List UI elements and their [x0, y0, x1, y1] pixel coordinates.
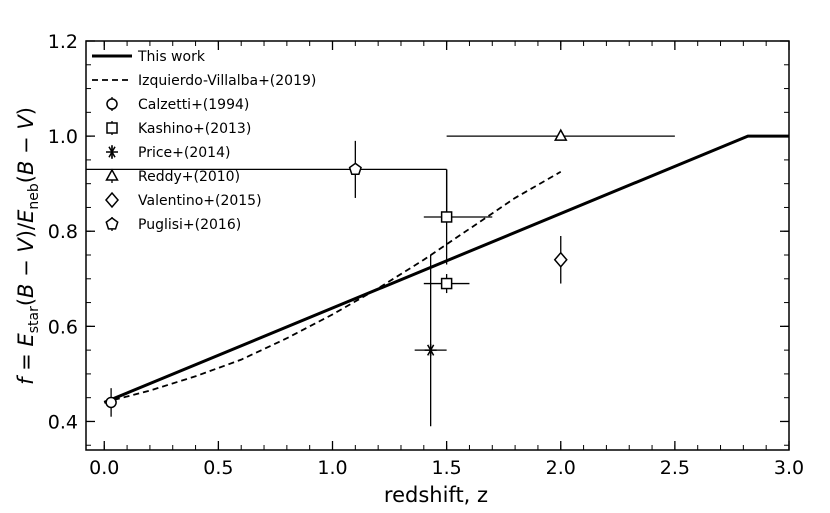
y-tick-label: 0.8 [48, 221, 78, 243]
y-axis-label: f = Estar(B − V)/Eneb(B − V) [14, 107, 42, 385]
legend-swatch-pentagon-shape [105, 217, 119, 230]
x-tick-label: 3.0 [774, 457, 804, 479]
data-point-valentino-2015-5 [553, 251, 568, 268]
legend-swatch-circle [106, 98, 118, 110]
data-point-valentino-2015-5-shape [553, 251, 568, 268]
legend-label: Puglisi+(2016) [138, 217, 241, 233]
legend-entry-price-2014: Price+(2014) [106, 145, 230, 161]
legend-swatch-square-shape [106, 122, 118, 134]
data-point-reddy-2010-4-shape [553, 128, 568, 141]
x-tick-label: 1.5 [432, 457, 462, 479]
legend-swatch-triangle [105, 168, 119, 181]
axes: 0.0 0.5 1.0 1.5 2.0 2.5 3.0 0.4 0.6 0.8 1.0 1.2 [48, 31, 804, 479]
data-point-kashino-2013-1-shape [440, 211, 453, 223]
legend-label: Price+(2014) [138, 145, 230, 161]
x-tick-label: 0.0 [89, 457, 119, 479]
y-tick-label: 0.4 [48, 411, 78, 433]
x-tick-label: 2.5 [660, 457, 690, 479]
legend-entry-calzetti-1994: Calzetti+(1994) [106, 97, 249, 113]
plot-frame [85, 40, 790, 451]
data-point-price-2014-3 [424, 344, 437, 357]
data-point-kashino-2013-2-shape [440, 277, 453, 290]
data-point-calzetti-1994-0 [105, 396, 117, 409]
legend-swatch-triangle-shape [105, 168, 119, 181]
data-point-reddy-2010-4 [553, 128, 568, 141]
x-tick-label: 1.0 [317, 457, 347, 479]
data-point-kashino-2013-1 [440, 211, 453, 223]
legend-swatch-diamond [105, 191, 119, 209]
x-axis-label: redshift, z [384, 483, 488, 507]
data-point-kashino-2013-2 [440, 277, 453, 290]
legend-label: Izquierdo-Villalba+(2019) [138, 73, 316, 89]
legend-swatch-square [106, 122, 118, 134]
data-point-puglisi-2016-6 [348, 162, 362, 176]
legend-entry-this-work: This work [92, 49, 206, 65]
legend-entry-izquierdo-villalba-2019: Izquierdo-Villalba+(2019) [92, 73, 316, 89]
plot-area [86, 128, 789, 427]
legend-label: Valentino+(2015) [138, 193, 262, 209]
data-point-puglisi-2016-6-shape [348, 162, 362, 176]
y-tick-label: 1.2 [48, 31, 78, 53]
legend-label: This work [137, 49, 206, 65]
y-tick-label: 1.0 [48, 126, 78, 148]
legend-entry-valentino-2015: Valentino+(2015) [105, 191, 262, 209]
legend: This work Izquierdo-Villalba+(2019) Calzet… [92, 49, 316, 233]
legend-label: Reddy+(2010) [138, 169, 240, 185]
legend-entry-kashino-2013: Kashino+(2013) [106, 121, 251, 137]
y-axis-label-group: f = Estar(B − V)/Eneb(B − V) [14, 107, 42, 385]
legend-entry-reddy-2010: Reddy+(2010) [105, 168, 240, 185]
x-tick-label: 2.0 [546, 457, 576, 479]
data-point-calzetti-1994-0-shape [105, 396, 117, 409]
series-line-izquierdo-villalba [104, 170, 562, 404]
y-tick-label: 0.6 [48, 316, 78, 338]
legend-entry-puglisi-2016: Puglisi+(2016) [105, 217, 241, 233]
legend-swatch-pentagon [105, 217, 119, 230]
legend-label: Kashino+(2013) [138, 121, 251, 137]
legend-swatch-circle-shape [106, 98, 118, 110]
legend-swatch-diamond-shape [105, 191, 119, 209]
legend-label: Calzetti+(1994) [138, 97, 249, 113]
x-tick-label: 0.5 [203, 457, 233, 479]
legend-swatch-asterisk [106, 146, 118, 158]
series-line-this-work [103, 134, 789, 404]
